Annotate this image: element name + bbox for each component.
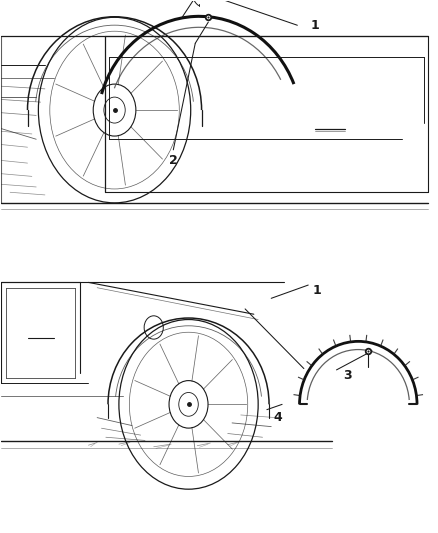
Text: 1: 1: [311, 19, 319, 32]
Text: 3: 3: [343, 369, 352, 382]
Text: 2: 2: [169, 154, 178, 167]
Text: 4: 4: [273, 411, 282, 424]
Text: 1: 1: [313, 284, 321, 297]
